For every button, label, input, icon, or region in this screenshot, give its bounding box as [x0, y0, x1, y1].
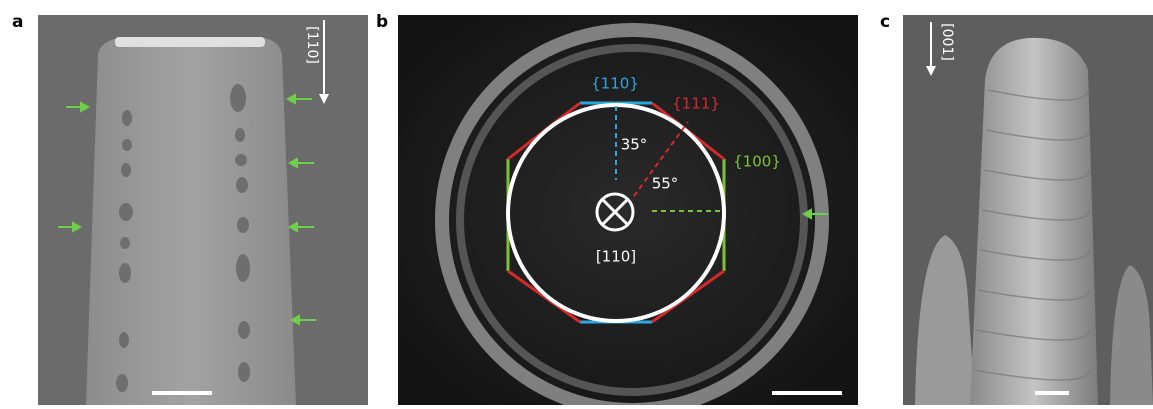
angle-label: 55°: [652, 175, 679, 193]
pillar-top: [115, 37, 265, 47]
panel-b: {110} {111} {100} 35° 55° [110] b: [376, 12, 858, 405]
facet-label: {100}: [733, 153, 781, 171]
image-bg: [398, 15, 858, 405]
facet-label: {110}: [591, 75, 639, 93]
pillar: [970, 38, 1098, 405]
pillar: [86, 37, 296, 405]
panel-label: c: [880, 12, 890, 32]
panel-label: b: [376, 12, 388, 32]
direction-label: [110]: [596, 248, 636, 266]
figure: [110] a {110} {111} {100} 35° 55° [110] …: [0, 0, 1153, 405]
angle-label: 35°: [621, 136, 648, 154]
scale-bar: [152, 391, 212, 395]
direction-label: [001]: [939, 23, 955, 61]
scale-bar: [1035, 391, 1069, 395]
facet-label: {111}: [672, 95, 720, 113]
scale-bar: [772, 391, 842, 395]
page: {"panels": [ {"label": "a", "direction":…: [0, 0, 1153, 405]
panel-label: a: [12, 12, 23, 32]
panel-c: [001] c: [880, 12, 1153, 405]
direction-label: [110]: [304, 26, 320, 64]
panel-a: [110] a: [12, 12, 368, 405]
